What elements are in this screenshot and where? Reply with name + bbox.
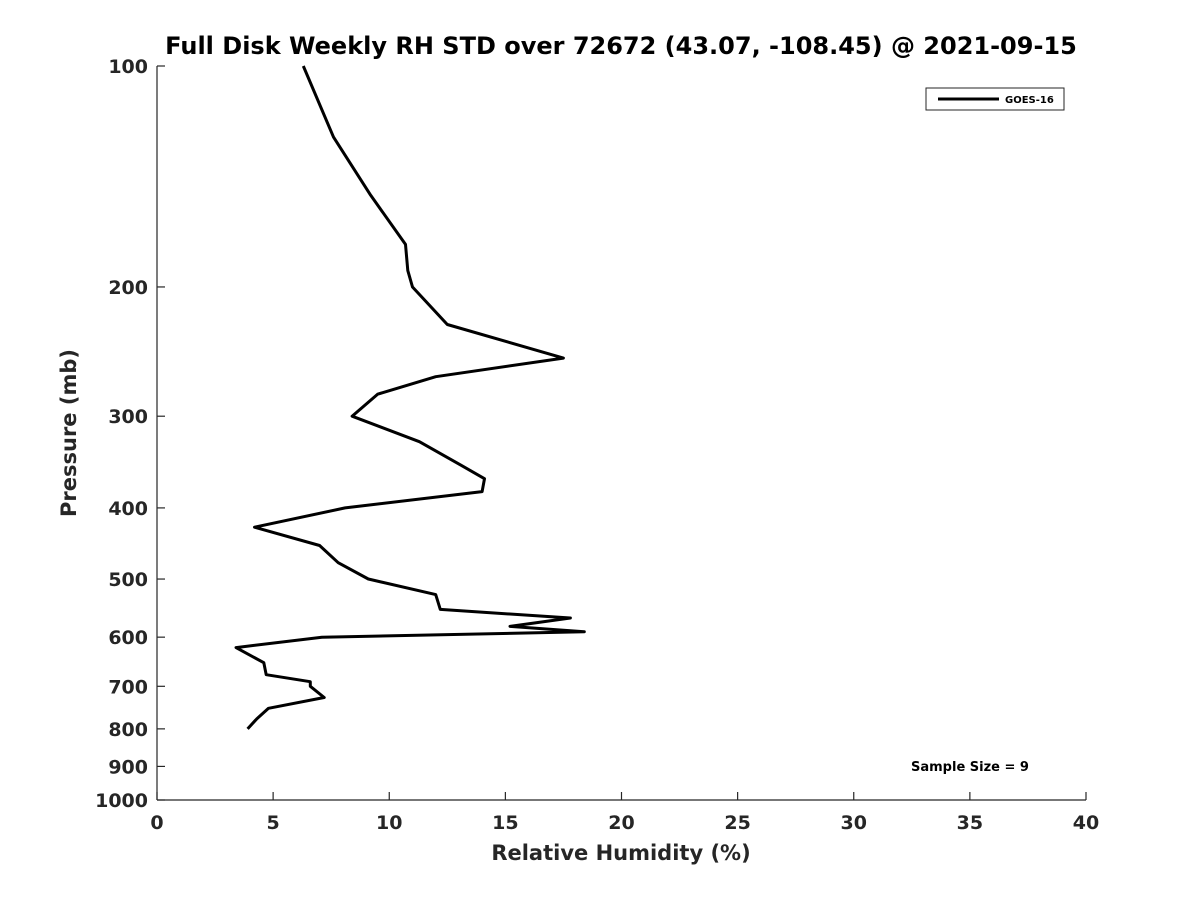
y-tick-label: 200 (108, 277, 148, 299)
y-axis-title: Pressure (mb) (57, 349, 81, 517)
x-tick-label: 0 (150, 812, 163, 834)
series-line-goes-16 (234, 65, 586, 730)
axes (156, 66, 1086, 801)
x-tick-label: 10 (376, 812, 402, 834)
legend-label-goes-16: GOES-16 (1005, 95, 1054, 106)
x-tick-label: 20 (608, 812, 634, 834)
x-tick-label: 40 (1073, 812, 1099, 834)
x-tick-label: 25 (724, 812, 750, 834)
series-layer (234, 65, 586, 730)
y-ticks: 100 200 300 400 500 600 700 800 900 1000 (95, 56, 165, 812)
legend: GOES-16 (925, 87, 1065, 111)
y-tick-label: 700 (108, 676, 148, 698)
y-tick-label: 800 (108, 719, 148, 741)
y-tick-label: 900 (108, 756, 148, 778)
x-axis-title: Relative Humidity (%) (491, 841, 750, 865)
y-tick-label: 500 (108, 569, 148, 591)
sample-size-annotation: Sample Size = 9 (911, 760, 1029, 775)
y-tick-label: 600 (108, 627, 148, 649)
x-tick-label: 35 (957, 812, 983, 834)
chart-title: Full Disk Weekly RH STD over 72672 (43.0… (165, 32, 1077, 60)
x-tick-label: 30 (841, 812, 867, 834)
x-ticks: 0 5 10 15 20 25 30 35 40 (150, 792, 1099, 834)
y-tick-label: 1000 (95, 790, 148, 812)
y-tick-label: 300 (108, 406, 148, 428)
y-tick-label: 400 (108, 498, 148, 520)
y-tick-label: 100 (108, 56, 148, 78)
x-tick-label: 5 (267, 812, 280, 834)
x-tick-label: 15 (492, 812, 518, 834)
